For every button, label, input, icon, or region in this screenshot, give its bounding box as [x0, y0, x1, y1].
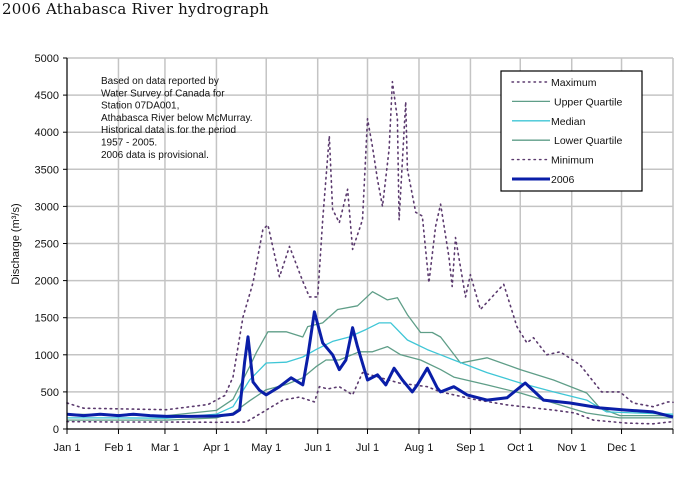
annotation-line: Athabasca River below McMurray. — [101, 113, 253, 124]
y-tick-label: 0 — [53, 424, 59, 436]
y-tick-labels: 0 500 1000 1500 2000 2500 3000 3500 4000 4500 5000 — [35, 53, 59, 436]
legend-label: Maximum — [551, 77, 597, 89]
x-tick-label: Mar 1 — [151, 442, 179, 454]
x-tick-label: Aug 1 — [405, 442, 434, 454]
x-tick-label: Nov 1 — [557, 442, 586, 454]
series-line-2006 — [66, 310, 674, 419]
series-line-median — [67, 322, 674, 419]
x-tick-label: Oct 1 — [507, 442, 533, 454]
legend-label: Minimum — [551, 155, 594, 167]
x-tick-label: Feb 1 — [104, 442, 132, 454]
series-lines — [66, 80, 674, 425]
x-tick-label: May 1 — [251, 442, 281, 454]
x-tick-label: Jul 1 — [356, 442, 379, 454]
x-tick-label: Apr 1 — [203, 442, 229, 454]
x-tick-label: Sep 1 — [456, 442, 485, 454]
y-tick-label: 1000 — [35, 350, 59, 362]
y-tick-label: 500 — [41, 387, 59, 399]
y-tick-label: 5000 — [35, 53, 59, 65]
annotation-line: 1957 - 2005. — [101, 138, 157, 149]
y-tick-label: 2000 — [35, 276, 59, 288]
y-tick-label: 2500 — [35, 239, 59, 251]
legend-label: Upper Quartile — [554, 96, 622, 108]
series-line-upper-quartile — [66, 291, 673, 417]
legend-box — [500, 70, 643, 192]
annotation-line: Based on data reported by — [101, 76, 219, 87]
series-line-lower-quartile — [67, 345, 673, 421]
legend-label: Median — [551, 116, 586, 128]
y-axis-label: Discharge (m³/s) — [10, 203, 22, 284]
y-tick-label: 1500 — [35, 313, 59, 325]
y-tick-label: 4500 — [35, 90, 59, 102]
x-tick-labels: Jan 1 Feb 1 Mar 1 Apr 1 May 1 Jun 1 Jul 1 Aug 1… — [54, 442, 636, 454]
y-tick-label: 4000 — [35, 127, 59, 139]
y-tick-label: 3000 — [35, 201, 59, 213]
series-line-minimum — [66, 371, 674, 425]
y-tick-label: 3500 — [35, 164, 59, 176]
legend: Maximum Upper Quartile Median Lower Quartil… — [500, 70, 643, 192]
x-tick-label: Dec 1 — [607, 442, 636, 454]
axes — [63, 57, 674, 434]
annotation-line: Water Survey of Canada for — [101, 88, 225, 99]
series-line-maximum — [66, 80, 674, 411]
x-tick-label: Jan 1 — [54, 442, 81, 454]
x-tick-label: Jun 1 — [304, 442, 331, 454]
annotation-line: Historical data is for the period — [101, 125, 236, 136]
annotation-line: 2006 data is provisional. — [101, 150, 209, 161]
legend-label: Lower Quartile — [554, 135, 622, 147]
legend-label: 2006 — [551, 174, 575, 186]
chart-title: 2006 Athabasca River hydrograph — [2, 0, 269, 18]
annotation-line: Station 07DA001, — [101, 101, 179, 112]
